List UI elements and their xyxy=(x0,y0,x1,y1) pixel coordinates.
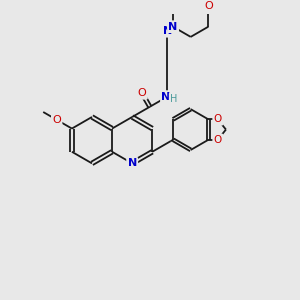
Text: N: N xyxy=(161,92,171,102)
Text: O: O xyxy=(138,88,146,98)
Text: O: O xyxy=(214,114,222,124)
Text: O: O xyxy=(214,135,222,145)
Text: N: N xyxy=(168,22,178,32)
Text: H: H xyxy=(170,94,177,104)
Text: O: O xyxy=(52,115,61,125)
Text: N: N xyxy=(163,26,172,36)
Text: O: O xyxy=(204,1,213,11)
Text: N: N xyxy=(128,158,137,168)
